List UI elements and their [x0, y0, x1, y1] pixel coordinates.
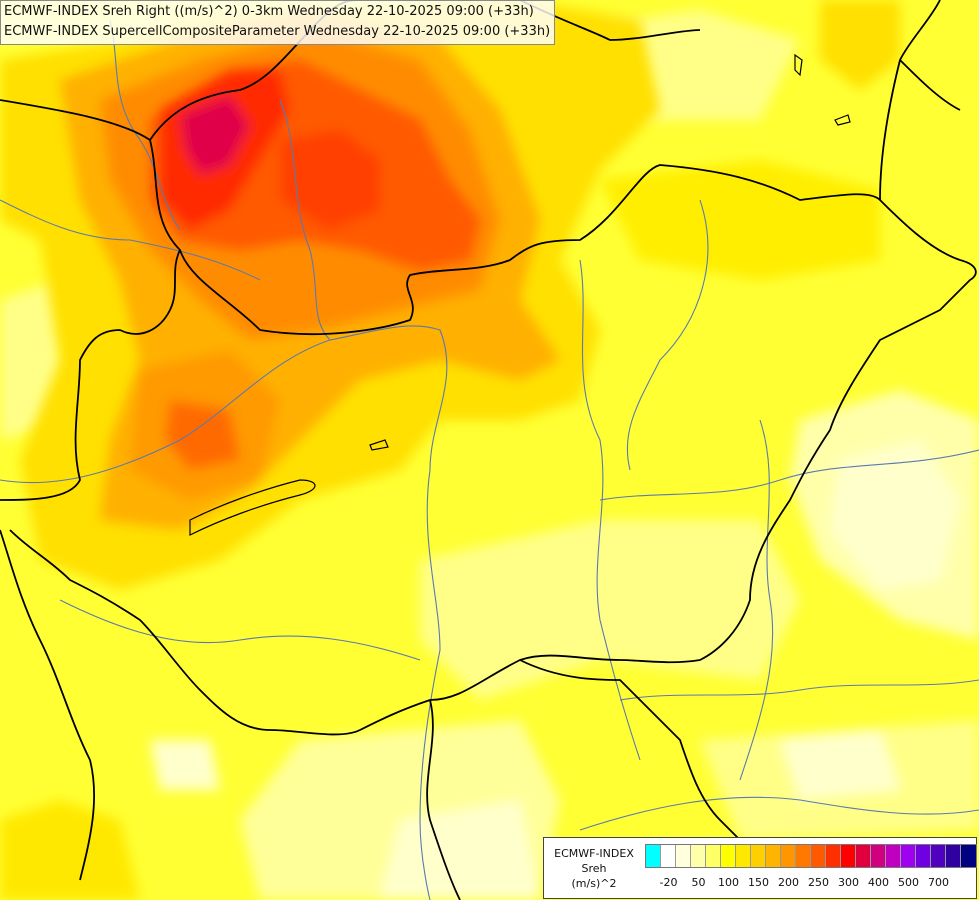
legend-swatches [645, 844, 977, 868]
legend-swatch [676, 845, 691, 867]
legend-tick-label: 50 [691, 876, 706, 889]
legend-source: ECMWF-INDEX [554, 847, 634, 860]
legend-swatch [781, 845, 796, 867]
legend-swatch [886, 845, 901, 867]
legend-tick-label: 100 [718, 876, 739, 889]
legend-swatch [691, 845, 706, 867]
legend-swatch [706, 845, 721, 867]
legend-swatch [841, 845, 856, 867]
rivers [0, 19, 979, 900]
legend-swatch [646, 845, 661, 867]
legend-swatch [946, 845, 961, 867]
legend-variable: Sreh [581, 862, 607, 875]
legend-tick-label: 150 [748, 876, 769, 889]
lakes [189, 53, 851, 536]
legend-swatch [826, 845, 841, 867]
legend-swatch [721, 845, 736, 867]
legend-swatch [811, 845, 826, 867]
legend-swatch [871, 845, 886, 867]
legend-tick-label: 400 [868, 876, 889, 889]
legend-tick-label: 200 [778, 876, 799, 889]
legend-tick-label: 250 [808, 876, 829, 889]
color-legend: ECMWF-INDEX Sreh (m/s)^2 -20 50 100 150 200 2… [543, 837, 977, 899]
header-line-2: ECMWF-INDEX SupercellCompositeParameter … [4, 24, 551, 39]
legend-title: ECMWF-INDEX Sreh (m/s)^2 [548, 846, 640, 891]
legend-swatch [766, 845, 781, 867]
legend-swatch [901, 845, 916, 867]
legend-swatch [961, 845, 976, 867]
legend-swatch [736, 845, 751, 867]
legend-units: (m/s)^2 [571, 877, 617, 890]
legend-swatch [661, 845, 676, 867]
peak-sreh-regions [150, 60, 480, 270]
legend-swatch [916, 845, 931, 867]
map-header: ECMWF-INDEX Sreh Right ((m/s)^2) 0-3km W… [0, 0, 556, 45]
legend-swatch [856, 845, 871, 867]
legend-swatch [751, 845, 766, 867]
legend-tick-label: 300 [838, 876, 859, 889]
legend-tick-label: 500 [898, 876, 919, 889]
header-line-1: ECMWF-INDEX Sreh Right ((m/s)^2) 0-3km W… [4, 4, 534, 19]
legend-swatch [796, 845, 811, 867]
legend-swatch [931, 845, 946, 867]
legend-tick-label: -20 [659, 876, 678, 889]
low-sreh-regions [0, 10, 979, 900]
legend-tick-label: 700 [928, 876, 949, 889]
